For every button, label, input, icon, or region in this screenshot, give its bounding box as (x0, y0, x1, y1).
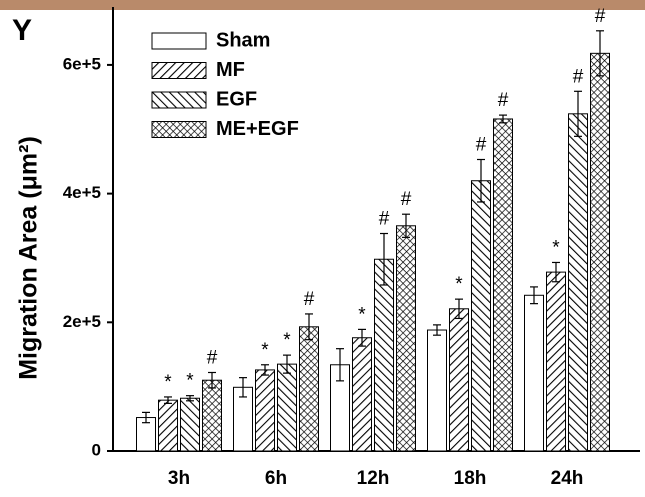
significance-marker: * (552, 237, 560, 258)
bar (375, 259, 394, 451)
bar (256, 370, 275, 451)
bar (547, 272, 566, 451)
bar (525, 295, 544, 451)
bar (591, 53, 610, 451)
bar (300, 327, 319, 451)
bar (181, 398, 200, 451)
legend-label: Sham (216, 29, 270, 51)
legend-label: EGF (216, 88, 257, 110)
significance-marker: # (573, 66, 584, 87)
significance-marker: # (498, 90, 509, 111)
bar (428, 330, 447, 451)
y-tick-label: 0 (92, 440, 101, 459)
legend-swatch (152, 63, 206, 79)
significance-marker: * (261, 340, 269, 361)
y-tick-label: 4e+5 (63, 183, 101, 202)
significance-marker: * (283, 330, 291, 351)
chart: Y Migration Area (μm²) 0 2e+5 4e+5 6e+5 3h * *… (0, 0, 645, 497)
significance-marker: * (358, 304, 366, 325)
panel-label: Y (12, 14, 32, 47)
significance-marker: # (304, 289, 315, 310)
x-tick-label: 6h (265, 468, 287, 489)
bar (569, 114, 588, 451)
bar (472, 181, 491, 451)
significance-marker: * (186, 371, 194, 392)
significance-marker: # (401, 189, 412, 210)
photo-strip (0, 0, 645, 10)
bar (397, 226, 416, 451)
significance-marker: # (476, 135, 487, 156)
bar (353, 338, 372, 451)
y-axis-label: Migration Area (μm²) (15, 136, 43, 380)
significance-marker: # (595, 6, 606, 27)
legend-label: ME+EGF (216, 118, 299, 140)
bar (278, 364, 297, 451)
bar (450, 309, 469, 451)
significance-marker: # (379, 209, 390, 230)
bar (203, 380, 222, 451)
page: {"panel_label": "Y", "chart_data": {"typ… (0, 0, 645, 497)
x-tick-label: 12h (357, 468, 390, 489)
y-tick-label: 6e+5 (63, 54, 101, 73)
significance-marker: * (164, 372, 172, 393)
y-tick-label: 2e+5 (63, 312, 101, 331)
significance-marker: # (207, 348, 218, 369)
x-tick-label: 18h (454, 468, 487, 489)
legend-swatch (152, 122, 206, 138)
legend-swatch (152, 92, 206, 108)
legend-label: MF (216, 59, 245, 81)
significance-marker: * (455, 274, 463, 295)
x-tick-label: 24h (551, 468, 584, 489)
legend-swatch (152, 33, 206, 49)
x-tick-label: 3h (168, 468, 190, 489)
bar (494, 119, 513, 451)
bar (159, 400, 178, 451)
